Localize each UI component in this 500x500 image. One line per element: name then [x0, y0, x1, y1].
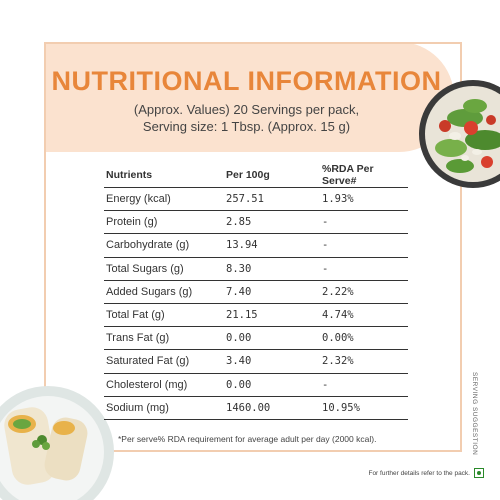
table-header-row: Nutrients Per 100g %RDA Per Serve#: [104, 163, 408, 188]
nutrient-cell: Total Sugars (g): [104, 257, 224, 281]
per-100g-cell: 21.15: [224, 303, 320, 328]
per-100g-cell: 7.40: [224, 280, 320, 304]
rda-cell: 2.32%: [320, 349, 408, 374]
table-row: Total Sugars (g) 8.30 -: [104, 257, 408, 281]
header-band: [44, 42, 454, 152]
per-100g-cell: 0.00: [224, 373, 320, 397]
nutrient-cell: Total Fat (g): [104, 303, 224, 328]
serving-suggestion-label: SERVING SUGGESTION: [471, 372, 478, 456]
salad-bowl-image: [419, 80, 500, 188]
per-100g-cell: 2.85: [224, 210, 320, 235]
table-row: Cholesterol (mg) 0.00 -: [104, 373, 408, 397]
nutrient-cell: Sodium (mg): [104, 396, 224, 420]
wraps-plate-image: [0, 386, 114, 500]
table-row: Added Sugars (g) 7.40 2.22%: [104, 280, 408, 304]
table-row: Energy (kcal) 257.51 1.93%: [104, 187, 408, 212]
column-header-nutrients: Nutrients: [104, 163, 224, 188]
per-100g-cell: 0.00: [224, 326, 320, 351]
nutrient-cell: Saturated Fat (g): [104, 349, 224, 374]
per-100g-cell: 257.51: [224, 187, 320, 212]
subtitle-servings: (Approx. Values) 20 Servings per pack,: [133, 102, 360, 117]
nutrient-cell: Carbohydrate (g): [104, 233, 224, 258]
rda-cell: 2.22%: [320, 280, 408, 304]
rda-footnote: *Per serve% RDA requirement for average …: [118, 434, 377, 444]
rda-cell: 1.93%: [320, 187, 408, 212]
veg-mark-dot: [477, 471, 481, 475]
nutrient-cell: Trans Fat (g): [104, 326, 224, 351]
table-row: Protein (g) 2.85 -: [104, 210, 408, 235]
table-row: Carbohydrate (g) 13.94 -: [104, 233, 408, 258]
column-header-rda: %RDA Per Serve#: [320, 163, 408, 188]
rda-cell: -: [320, 233, 408, 258]
rda-cell: -: [320, 257, 408, 281]
nutrition-table: Nutrients Per 100g %RDA Per Serve# Energ…: [104, 163, 408, 420]
rda-cell: -: [320, 373, 408, 397]
column-header-per-100g: Per 100g: [224, 163, 320, 188]
rda-cell: -: [320, 210, 408, 235]
nutrient-cell: Energy (kcal): [104, 187, 224, 212]
nutrient-cell: Added Sugars (g): [104, 280, 224, 304]
rda-cell: 10.95%: [320, 396, 408, 420]
veg-mark-icon: [474, 468, 484, 478]
per-100g-cell: 1460.00: [224, 396, 320, 420]
pack-details-note: For further details refer to the pack.: [368, 470, 470, 477]
page-title: NUTRITIONAL INFORMATION: [51, 66, 442, 96]
table-row: Saturated Fat (g) 3.40 2.32%: [104, 349, 408, 374]
table-row: Total Fat (g) 21.15 4.74%: [104, 303, 408, 328]
rda-cell: 4.74%: [320, 303, 408, 328]
per-100g-cell: 13.94: [224, 233, 320, 258]
subtitle-serving-size: Serving size: 1 Tbsp. (Approx. 15 g): [142, 119, 351, 134]
rda-cell: 0.00%: [320, 326, 408, 351]
per-100g-cell: 3.40: [224, 349, 320, 374]
nutrient-cell: Protein (g): [104, 210, 224, 235]
per-100g-cell: 8.30: [224, 257, 320, 281]
table-row: Sodium (mg) 1460.00 10.95%: [104, 396, 408, 420]
content-frame: [44, 42, 462, 452]
table-row: Trans Fat (g) 0.00 0.00%: [104, 326, 408, 351]
nutrient-cell: Cholesterol (mg): [104, 373, 224, 397]
